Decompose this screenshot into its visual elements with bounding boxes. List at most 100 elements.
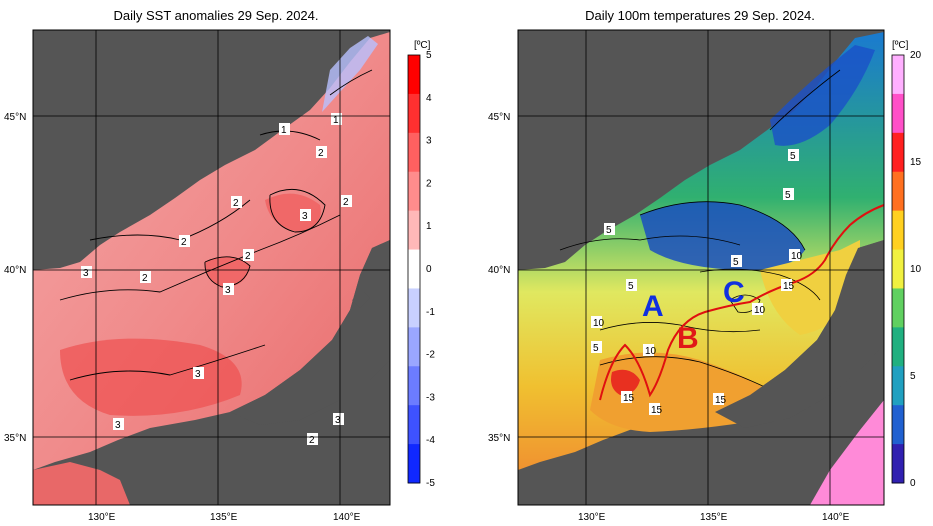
left-lon-labels: 130°E 135°E 140°E bbox=[88, 512, 361, 523]
marker-c: C bbox=[723, 276, 745, 309]
left-island-sado bbox=[352, 292, 370, 308]
right-map-title: Daily 100m temperatures 29 Sep. 2024. bbox=[585, 8, 815, 23]
graticule-lines bbox=[33, 30, 884, 505]
contour-label: 5 bbox=[628, 281, 634, 292]
contour-label: 3 bbox=[83, 268, 89, 279]
contour-label-box bbox=[231, 196, 242, 208]
right-lat-35: 35°N bbox=[488, 433, 510, 444]
right-colorbar-unit: [ºC] bbox=[892, 40, 909, 51]
contour-label: 10 bbox=[754, 305, 766, 316]
contour-label-box bbox=[331, 113, 342, 125]
contour-label-box bbox=[223, 283, 234, 295]
contour-label-box bbox=[604, 223, 615, 235]
left-lat-labels: 45°N 40°N 35°N bbox=[4, 112, 26, 444]
contour-label: 2 bbox=[318, 148, 324, 159]
contour-label-box bbox=[621, 391, 632, 403]
colorbar-tick-label: -1 bbox=[426, 307, 435, 318]
left-cold-band bbox=[322, 36, 378, 112]
colorbar-swatch bbox=[892, 366, 904, 406]
contour-label: 2 bbox=[245, 251, 251, 262]
contour-label: 10 bbox=[593, 318, 605, 329]
contour-label: 2 bbox=[142, 273, 148, 284]
right-lat-45: 45°N bbox=[488, 112, 510, 123]
contour-label-box bbox=[643, 344, 654, 356]
marker-a: A bbox=[642, 290, 664, 323]
colorbar-swatch bbox=[408, 327, 420, 367]
left-warm-patch-2 bbox=[205, 256, 250, 288]
contour-label: 5 bbox=[593, 343, 599, 354]
contour-label-box bbox=[179, 235, 190, 247]
colorbar-swatch bbox=[892, 210, 904, 251]
colorbar-frame bbox=[891, 54, 905, 484]
left-lon-140: 140°E bbox=[333, 512, 361, 523]
left-lon-135: 135°E bbox=[210, 512, 238, 523]
colorbar-tick-label: 10 bbox=[910, 264, 922, 275]
right-map-frame bbox=[517, 29, 885, 506]
contour-label: 5 bbox=[790, 151, 796, 162]
colorbar-tick-label: -2 bbox=[426, 350, 435, 361]
colorbar-swatch bbox=[408, 171, 420, 212]
contour-label: 2 bbox=[233, 198, 239, 209]
right-contours bbox=[559, 69, 841, 396]
contour-label-box bbox=[193, 367, 204, 379]
colorbar-tick-label: -4 bbox=[426, 435, 435, 446]
colorbar-tick-label: 5 bbox=[910, 371, 916, 382]
colorbar-swatch bbox=[408, 55, 420, 95]
colorbar-swatch bbox=[892, 55, 904, 95]
contour-label-box bbox=[333, 413, 344, 425]
right-lon-135: 135°E bbox=[700, 512, 728, 523]
contour-label-box bbox=[279, 123, 290, 135]
left-lon-130: 130°E bbox=[88, 512, 116, 523]
right-cold-core bbox=[640, 201, 805, 271]
colorbar-tick-label: -3 bbox=[426, 392, 435, 403]
contour-label-box bbox=[649, 403, 660, 415]
contour-label-box bbox=[789, 249, 800, 261]
colorbar-swatch bbox=[892, 249, 904, 289]
colorbar-tick-label: 4 bbox=[426, 93, 432, 104]
colorbar-swatch bbox=[408, 132, 420, 173]
contour-label: 15 bbox=[715, 395, 727, 406]
contour-label: 2 bbox=[181, 237, 187, 248]
colorbar-swatch bbox=[892, 132, 904, 173]
colorbar-swatch bbox=[892, 444, 904, 484]
contour-label-box bbox=[341, 195, 352, 207]
contour-label-box bbox=[591, 316, 602, 328]
contour-label: 5 bbox=[785, 190, 791, 201]
colorbar-swatch bbox=[408, 249, 420, 289]
right-kuroshio bbox=[810, 400, 884, 505]
left-map bbox=[33, 30, 390, 505]
colorbar-swatch bbox=[408, 210, 420, 251]
colorbar-swatch bbox=[892, 405, 904, 445]
contour-label: 10 bbox=[791, 251, 803, 262]
right-hot-patch bbox=[611, 369, 640, 395]
contour-label: 3 bbox=[195, 369, 201, 380]
contour-label-box bbox=[626, 279, 637, 291]
colorbar-swatch bbox=[408, 288, 420, 328]
left-contour-labels: 1 1 2 2 3 2 2 2 2 3 3 3 3 3 2 bbox=[81, 113, 352, 446]
contour-label-box bbox=[713, 393, 724, 405]
contour-label: 1 bbox=[281, 125, 287, 136]
left-lat-40: 40°N bbox=[4, 265, 26, 276]
colorbar-swatch bbox=[408, 366, 420, 406]
colorbar-swatch bbox=[892, 327, 904, 367]
contour-label-box bbox=[140, 271, 151, 283]
right-lon-140: 140°E bbox=[822, 512, 850, 523]
colorbar-tick-label: 2 bbox=[426, 178, 432, 189]
left-lat-35: 35°N bbox=[4, 433, 26, 444]
contour-label: 15 bbox=[623, 393, 635, 404]
right-lat-40: 40°N bbox=[488, 265, 510, 276]
contour-label-box bbox=[752, 303, 763, 315]
contour-label-box bbox=[243, 249, 254, 261]
contour-label: 3 bbox=[225, 285, 231, 296]
left-sea-south bbox=[33, 462, 130, 505]
colorbar-tick-label: 5 bbox=[426, 50, 432, 61]
contour-label: 15 bbox=[651, 405, 663, 416]
contour-label-box bbox=[591, 341, 602, 353]
left-land-japan bbox=[230, 240, 390, 425]
right-map bbox=[518, 30, 884, 505]
colorbar-swatch bbox=[408, 93, 420, 134]
left-lat-45: 45°N bbox=[4, 112, 26, 123]
contour-label-box bbox=[731, 255, 742, 267]
contour-label: 10 bbox=[645, 346, 657, 357]
contour-label: 15 bbox=[783, 281, 795, 292]
